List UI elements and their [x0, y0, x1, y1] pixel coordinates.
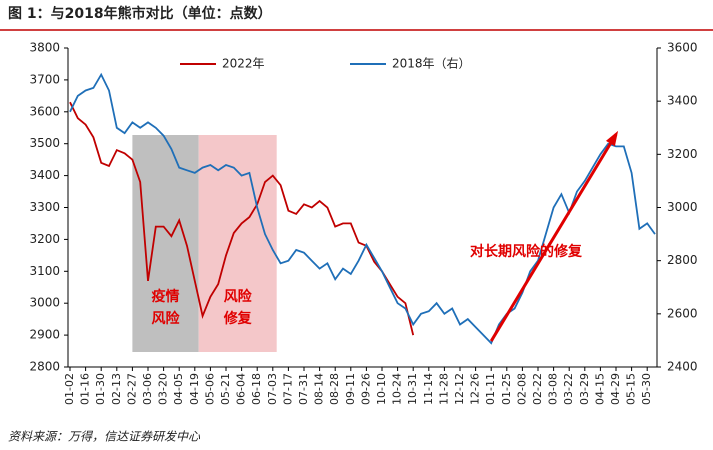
y2-tick-label: 2600 — [667, 306, 698, 320]
y2-tick-label: 3600 — [667, 41, 698, 55]
x-tick-label: 01-25 — [500, 373, 513, 405]
x-tick-label: 02-27 — [125, 373, 138, 405]
y-tick-label: 3200 — [29, 232, 60, 246]
x-tick-label: 10-10 — [375, 373, 388, 405]
x-tick-label: 01-30 — [94, 373, 107, 405]
x-tick-label: 12-26 — [469, 373, 482, 405]
x-tick-label: 03-08 — [547, 373, 560, 405]
y2-tick-label: 3400 — [667, 94, 698, 108]
region-label: 风险 — [224, 288, 253, 305]
x-tick-label: 06-04 — [235, 373, 248, 405]
y-tick-label: 3500 — [29, 136, 60, 150]
x-tick-label: 09-26 — [359, 373, 372, 405]
y-tick-label: 3600 — [29, 104, 60, 118]
legend-label: 2022年 — [222, 57, 265, 71]
x-tick-label: 05-30 — [640, 373, 653, 405]
x-tick-label: 02-22 — [531, 373, 544, 405]
x-tick-label: 04-29 — [609, 373, 622, 405]
x-tick-label: 08-28 — [328, 373, 341, 405]
y2-tick-label: 2400 — [667, 360, 698, 374]
series-line — [69, 101, 415, 336]
x-tick-label: 06-18 — [250, 373, 263, 405]
legend-label: 2018年（右） — [392, 56, 471, 71]
y-tick-label: 2900 — [29, 328, 60, 342]
y2-tick-label: 2800 — [667, 253, 698, 267]
x-tick-label: 05-06 — [203, 373, 216, 405]
x-tick-label: 03-22 — [562, 373, 575, 405]
arrow-head — [605, 130, 619, 147]
y-tick-label: 3300 — [29, 200, 60, 214]
x-tick-label: 07-03 — [266, 373, 279, 405]
x-tick-label: 07-31 — [297, 373, 310, 405]
y-tick-label: 2800 — [29, 360, 60, 374]
x-tick-label: 05-21 — [219, 373, 232, 405]
region-label: 修复 — [223, 310, 253, 327]
y-tick-label: 3800 — [29, 41, 60, 55]
x-tick-label: 05-15 — [625, 373, 638, 405]
region-label: 疫情 — [152, 288, 180, 305]
x-tick-label: 07-17 — [281, 373, 294, 405]
x-tick-label: 04-15 — [593, 373, 606, 405]
x-tick-label: 03-20 — [157, 373, 170, 405]
x-tick-label: 11-28 — [437, 373, 450, 405]
x-tick-label: 02-08 — [515, 373, 528, 405]
x-tick-label: 01-11 — [484, 373, 497, 405]
x-tick-label: 04-05 — [172, 373, 185, 405]
source-note: 资料来源：万得，信达证券研发中心 — [8, 430, 201, 444]
x-tick-label: 01-02 — [63, 373, 76, 405]
series-line — [69, 72, 656, 345]
x-tick-label: 04-19 — [188, 373, 201, 405]
y-tick-label: 3100 — [29, 264, 60, 278]
arrow-label: 对长期风险的修复 — [470, 243, 583, 260]
y2-tick-label: 3000 — [667, 200, 698, 214]
y-tick-label: 3400 — [29, 168, 60, 182]
region-label: 风险 — [152, 310, 181, 327]
y-tick-label: 3000 — [29, 296, 60, 310]
x-tick-label: 12-12 — [453, 373, 466, 405]
y-tick-label: 3700 — [29, 72, 60, 86]
x-tick-label: 01-16 — [79, 373, 92, 405]
trend-arrow — [489, 133, 618, 342]
x-tick-label: 11-14 — [422, 373, 435, 405]
chart-title: 图 1：与2018年熊市对比（单位：点数） — [8, 5, 272, 22]
y2-tick-label: 3200 — [667, 147, 698, 161]
x-tick-label: 10-24 — [391, 373, 404, 405]
x-tick-label: 03-29 — [578, 373, 591, 405]
x-tick-label: 02-13 — [110, 373, 123, 405]
x-tick-label: 03-06 — [141, 373, 154, 405]
x-tick-label: 08-14 — [313, 373, 326, 405]
x-tick-label: 10-31 — [406, 373, 419, 405]
x-tick-label: 09-11 — [344, 373, 357, 405]
